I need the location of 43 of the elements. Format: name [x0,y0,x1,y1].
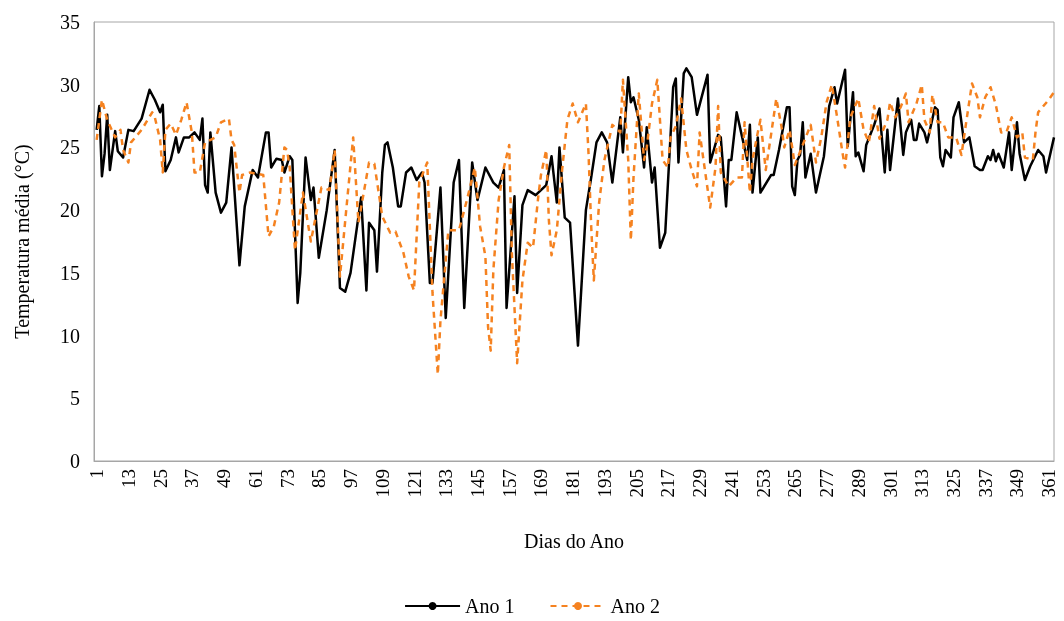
x-tick-label: 289 [847,469,869,498]
x-tick-label: 205 [625,469,647,498]
x-tick-label: 325 [943,469,964,498]
x-tick-label: 181 [562,469,584,498]
y-tick-label: 5 [70,387,80,410]
x-tick-label: 241 [720,469,742,498]
x-tick-label: 121 [403,469,425,498]
x-tick-label: 349 [1006,469,1028,498]
y-tick-label: 20 [60,199,80,222]
y-tick-label: 10 [60,324,80,347]
x-tick-label: 277 [816,469,838,498]
x-tick-label: 25 [149,469,171,488]
x-tick-label: 37 [181,469,203,488]
legend-label: Ano 1 [465,595,515,617]
y-tick-label: 35 [60,11,80,33]
legend-label: Ano 2 [610,595,660,617]
x-tick-label: 337 [974,469,996,498]
x-tick-label: 13 [117,469,139,488]
x-tick-label: 1 [86,469,108,479]
x-tick-label: 313 [911,469,933,498]
x-tick-label: 73 [276,469,298,488]
y-axis-title: Temperatura média (°C) [11,144,34,339]
x-tick-label: 361 [1038,469,1060,498]
y-tick-label: 15 [60,261,80,284]
x-axis-title: Dias do Ano [524,530,624,552]
x-tick-label: 217 [657,469,679,498]
x-tick-label: 301 [879,469,901,498]
x-tick-label: 253 [752,469,774,498]
x-tick-label: 133 [435,469,457,498]
x-tick-label: 157 [498,469,520,498]
x-tick-label: 193 [593,469,615,498]
x-tick-label: 85 [308,469,330,488]
x-tick-label: 169 [530,469,552,498]
y-tick-label: 0 [70,450,80,472]
x-tick-label: 97 [340,469,362,488]
x-tick-label: 145 [466,469,488,498]
x-tick-label: 265 [784,469,806,498]
x-tick-label: 61 [244,469,266,488]
x-tick-label: 109 [371,469,393,498]
x-tick-label: 49 [213,469,235,488]
y-tick-label: 30 [60,73,80,96]
x-tick-label: 229 [689,469,711,498]
y-tick-label: 25 [60,136,80,159]
